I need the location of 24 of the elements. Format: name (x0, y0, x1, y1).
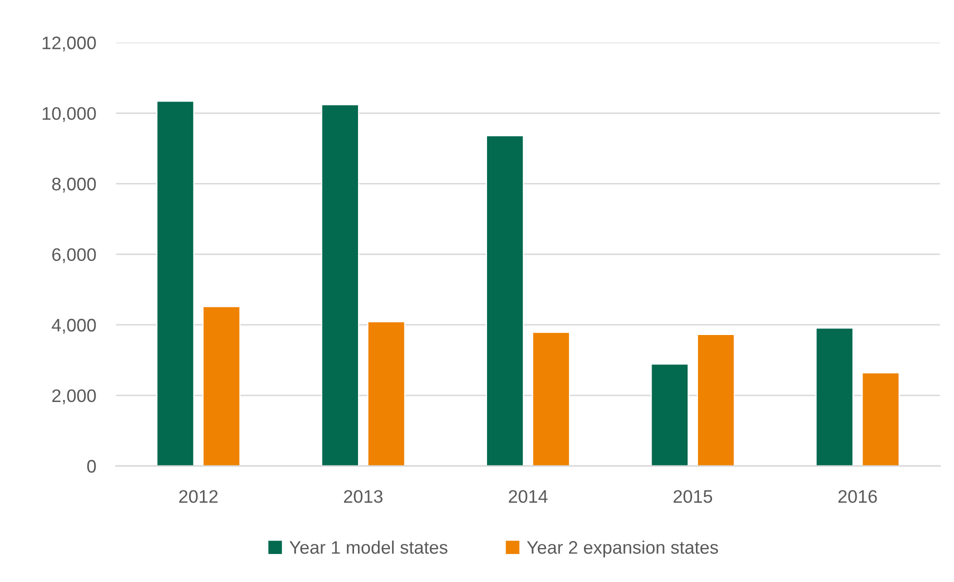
legend-label: Year 2 expansion states (526, 540, 718, 558)
y-tick-label: 10,000 (42, 107, 96, 122)
x-tick-label: 2012 (179, 490, 218, 503)
y-tick-label: 4,000 (52, 318, 96, 334)
bar (367, 321, 406, 466)
y-tick-label: 2,000 (52, 389, 96, 404)
bar (816, 327, 854, 466)
y-tick-label: 12,000 (42, 36, 96, 52)
bar (862, 372, 900, 466)
y-tick-label: 6,000 (52, 248, 96, 264)
bar (156, 100, 194, 466)
x-tick-label: 2014 (508, 490, 548, 503)
bar (650, 363, 689, 466)
bar (696, 334, 735, 466)
x-tick-label: 2016 (838, 490, 877, 503)
bar (202, 306, 240, 466)
x-tick-label: 2013 (344, 490, 382, 503)
x-tick-label: 2015 (674, 490, 712, 503)
bar (486, 135, 524, 466)
bar (321, 104, 360, 466)
legend-label: Year 1 model states (290, 540, 448, 554)
y-tick-label: 8,000 (52, 178, 96, 193)
y-tick-label: 0 (87, 460, 96, 473)
bar (532, 332, 570, 466)
